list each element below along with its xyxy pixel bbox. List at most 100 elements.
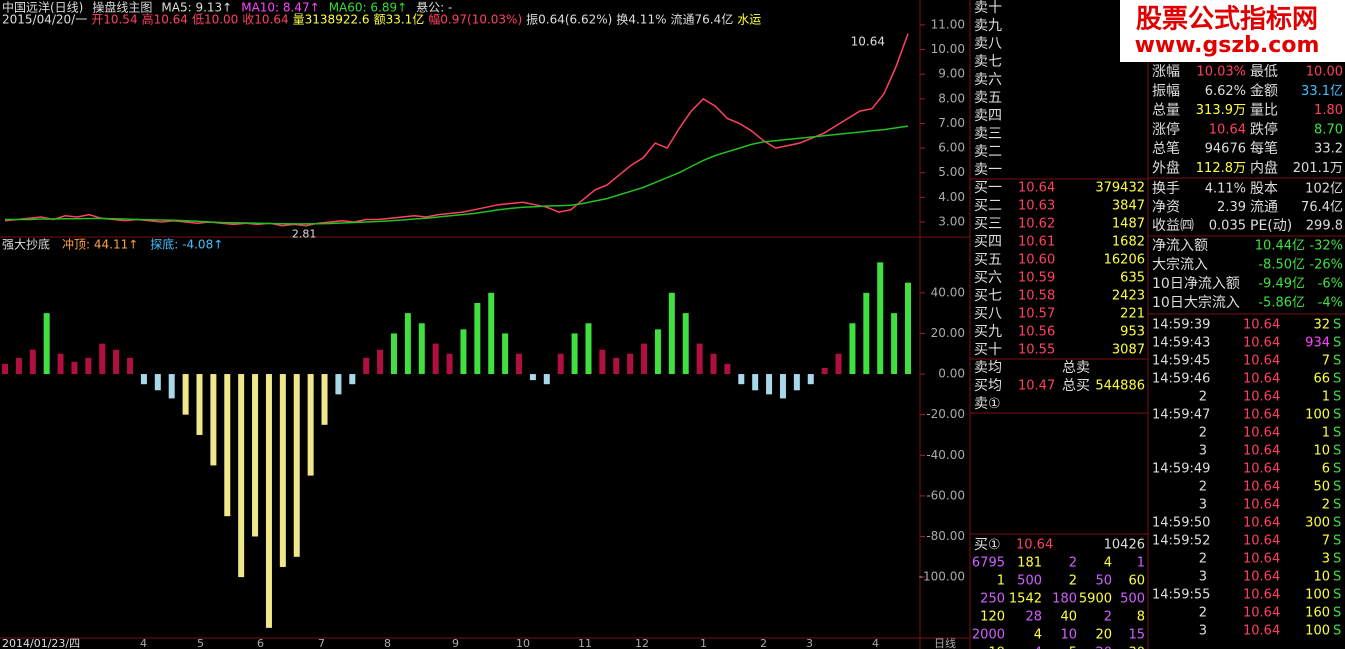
x-axis-label: 11	[578, 637, 592, 649]
price-line	[4, 33, 909, 227]
indicator-bar	[307, 374, 314, 476]
trade-price: 10.64	[1243, 624, 1280, 639]
indicator-bar	[516, 353, 523, 375]
y-tick-label: 0.00	[938, 367, 965, 381]
buy-price: 10.59	[1018, 271, 1055, 286]
trade-price: 10.64	[1243, 444, 1280, 459]
trade-volume: 32	[1313, 318, 1330, 333]
summary-label: 卖①	[974, 396, 1001, 412]
x-axis-label: 7	[318, 637, 325, 649]
sell-label: 卖九	[974, 18, 1002, 34]
trade-time: 2	[1199, 552, 1207, 567]
sell-label: 卖三	[974, 126, 1002, 142]
price-line	[5, 125, 909, 225]
indicator-bar	[210, 374, 217, 466]
buy-volume: 16206	[1104, 253, 1145, 268]
queue-cell: 28	[1025, 610, 1042, 625]
trade-price: 10.64	[1243, 390, 1280, 405]
indicator-bar	[349, 374, 356, 385]
indicator-bar	[724, 363, 731, 375]
buy-volume: 3847	[1112, 199, 1145, 214]
queue-cell: 2	[1069, 556, 1077, 571]
trade-price: 10.64	[1243, 498, 1280, 513]
trade-side: S	[1333, 336, 1341, 351]
trade-time: 14:59:46	[1152, 372, 1210, 387]
trade-side: S	[1333, 408, 1341, 423]
stat-label: 金额	[1250, 83, 1278, 99]
indicator-bar	[488, 292, 495, 375]
y-tick-label: 9.00	[938, 67, 965, 81]
queue-cell: 20	[1095, 646, 1112, 649]
queue-volume: 10426	[1104, 538, 1145, 553]
trade-side: S	[1333, 624, 1341, 639]
stat-value: 33.2	[1314, 142, 1343, 157]
stat-label: 总笔	[1152, 141, 1180, 157]
indicator-bar	[15, 357, 22, 375]
queue-cell: 181	[1017, 556, 1042, 571]
sell-label: 卖七	[974, 54, 1002, 70]
stat-value: 1.80	[1314, 103, 1343, 118]
x-axis-label: 9	[452, 637, 459, 649]
trade-time: 3	[1199, 444, 1207, 459]
trade-volume: 100	[1305, 588, 1330, 603]
indicator-bar	[335, 374, 342, 395]
stat-label: 流通	[1250, 200, 1278, 216]
flow-value: -8.50亿	[1258, 258, 1305, 273]
trade-time: 2	[1199, 390, 1207, 405]
indicator-bar	[85, 357, 92, 375]
flow-percent: -4%	[1318, 296, 1343, 311]
trade-time: 14:59:52	[1152, 534, 1210, 549]
trade-price: 10.64	[1243, 570, 1280, 585]
stat-label: 换手	[1152, 180, 1180, 197]
trade-price: 10.64	[1243, 588, 1280, 603]
queue-cell: 2	[1104, 610, 1112, 625]
indicator-bar	[363, 357, 370, 375]
trade-time: 14:59:39	[1152, 318, 1210, 333]
trade-time: 14:59:50	[1152, 516, 1210, 531]
indicator-bar	[113, 349, 120, 375]
sell-label: 卖六	[974, 72, 1002, 88]
header-text: MA60: 6.89↑	[329, 1, 407, 15]
flow-label: 10日净流入额	[1152, 276, 1240, 292]
buy-volume: 1682	[1112, 235, 1145, 250]
trade-time: 2	[1199, 606, 1207, 621]
trade-volume: 100	[1305, 624, 1330, 639]
trade-time: 3	[1199, 570, 1207, 585]
indicator-bar	[196, 374, 203, 435]
buy-label: 买一	[974, 180, 1002, 196]
y-tick-label: -20.00	[926, 407, 965, 421]
trade-time: 14:59:43	[1152, 336, 1210, 351]
logo-box	[1120, 0, 1345, 62]
trade-price: 10.64	[1243, 516, 1280, 531]
indicator-header: 强大抄底	[2, 237, 50, 252]
header-text: 振0.64(6.62%)	[526, 13, 612, 27]
indicator-header: 探底: -4.08↑	[150, 237, 223, 252]
buy-label: 买八	[974, 306, 1002, 322]
stat-label: 收益㈣	[1152, 218, 1194, 234]
y-tick-label: 6.00	[938, 141, 965, 155]
indicator-bar	[502, 333, 509, 375]
stat-value: 10.00	[1306, 65, 1343, 80]
y-tick-label: 10.00	[931, 42, 965, 56]
trade-volume: 100	[1305, 408, 1330, 423]
queue-cell: 4	[1034, 628, 1042, 643]
queue-cell: 1	[1137, 556, 1145, 571]
queue-cell: 500	[1120, 592, 1145, 607]
y-tick-label: 11.00	[931, 17, 965, 31]
indicator-bar	[182, 374, 189, 415]
trade-side: S	[1333, 570, 1341, 585]
header-text: 操盘线主图	[92, 0, 152, 15]
x-axis-label: 2	[760, 637, 767, 649]
queue-cell: 2000	[972, 628, 1005, 643]
summary-label: 买均	[974, 378, 1002, 394]
x-axis-label: 3	[806, 637, 813, 649]
stat-value: 4.11%	[1205, 182, 1246, 197]
indicator-bar	[377, 349, 384, 375]
buy-price: 10.56	[1018, 325, 1055, 340]
buy-label: 买五	[974, 252, 1002, 268]
trade-volume: 50	[1313, 480, 1330, 495]
flow-label: 10日大宗流入	[1152, 295, 1240, 311]
trade-side: S	[1333, 480, 1341, 495]
trade-price: 10.64	[1243, 336, 1280, 351]
